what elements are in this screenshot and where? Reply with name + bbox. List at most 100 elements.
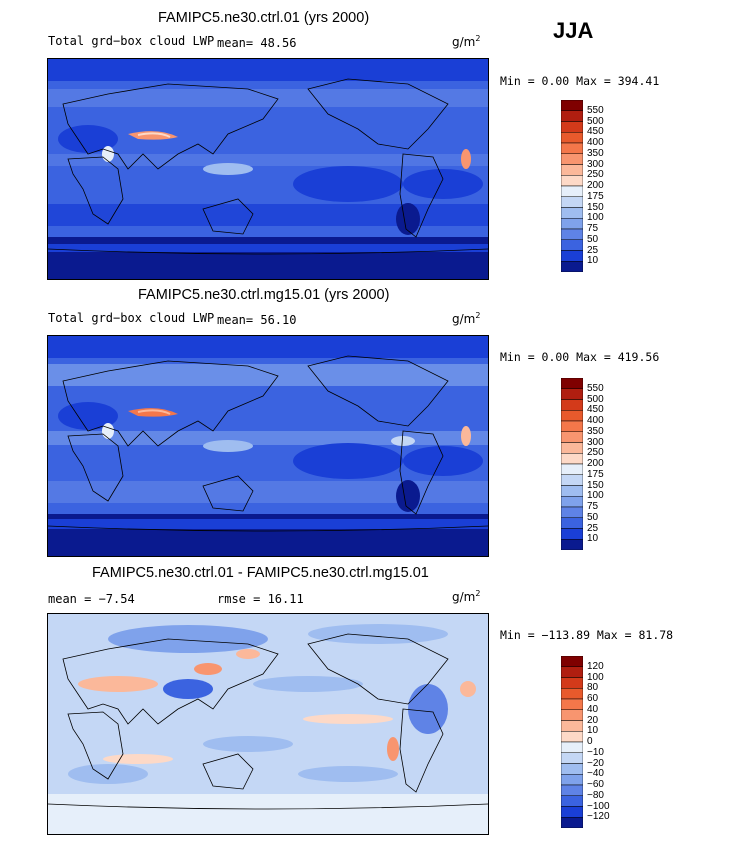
- panel2-colorbar-svg: [561, 378, 583, 550]
- colorbar-tick-label: −20: [587, 757, 604, 769]
- colorbar-tick-label: 25: [587, 244, 599, 256]
- colorbar-swatch: [561, 175, 583, 187]
- colorbar-tick-label: 75: [587, 501, 599, 512]
- colorbar-swatch: [561, 250, 583, 262]
- colorbar-swatch: [561, 666, 583, 678]
- colorbar-tick-label: 150: [587, 479, 604, 491]
- panel3-colorbar: 120 100 80 60 40 20 10 0 −10 −20 −40 −60 −80 −100 −120: [561, 656, 610, 828]
- colorbar-tick-label: 500: [587, 115, 604, 127]
- colorbar-swatch: [561, 795, 583, 807]
- colorbar-swatch: [561, 399, 583, 411]
- colorbar-swatch: [561, 196, 583, 208]
- colorbar-tick-label: 400: [587, 137, 604, 148]
- colorbar-swatch: [561, 741, 583, 753]
- colorbar-swatch: [561, 463, 583, 475]
- panel1-variable-label: Total grd−box cloud LWP: [48, 34, 215, 48]
- colorbar-tick-label: 500: [587, 393, 604, 405]
- panel2-mean: mean= 56.10: [217, 313, 297, 327]
- colorbar-tick-label: 300: [587, 158, 604, 170]
- colorbar-swatch: [561, 731, 583, 743]
- colorbar-swatch: [561, 431, 583, 443]
- colorbar-tick-label: 50: [587, 233, 599, 245]
- colorbar-tick-label: 250: [587, 447, 604, 459]
- colorbar-swatch: [561, 110, 583, 122]
- colorbar-swatch: [561, 228, 583, 240]
- panel2-variable-label: Total grd−box cloud LWP: [48, 311, 215, 325]
- panel1-units: g/m2: [452, 34, 481, 49]
- colorbar-tick-label: 250: [587, 169, 604, 181]
- colorbar-swatch: [561, 774, 583, 786]
- panel2-title: FAMIPC5.ne30.ctrl.mg15.01 (yrs 2000): [138, 287, 390, 303]
- colorbar-tick-label: 200: [587, 180, 604, 191]
- colorbar-swatch: [561, 485, 583, 497]
- colorbar-swatch: [561, 709, 583, 721]
- colorbar-tick-label: 50: [587, 511, 599, 523]
- colorbar-swatch: [561, 185, 583, 197]
- colorbar-tick-label: 450: [587, 126, 604, 138]
- colorbar-swatch: [561, 784, 583, 796]
- panel1-colorbar: 550 500 450 400 350 300 250 200 175 150 100 75 50 25 1…: [561, 100, 604, 272]
- colorbar-swatch: [561, 121, 583, 133]
- colorbar-swatch: [561, 817, 583, 828]
- colorbar-tick-label: 75: [587, 223, 599, 234]
- colorbar-swatch: [561, 496, 583, 508]
- colorbar-tick-label: 0: [587, 736, 593, 747]
- panel3-colorbar-svg: [561, 656, 583, 828]
- colorbar-swatch: [561, 677, 583, 689]
- colorbar-tick-label: 400: [587, 415, 604, 426]
- colorbar-tick-label: 300: [587, 436, 604, 448]
- colorbar-tick-label: 550: [587, 382, 604, 394]
- panel3-units: g/m2: [452, 589, 481, 604]
- colorbar-tick-label: 80: [587, 682, 599, 694]
- colorbar-tick-label: 175: [587, 468, 604, 480]
- season-label: JJA: [553, 18, 594, 43]
- colorbar-tick-label: 60: [587, 693, 599, 704]
- panel1-colorbar-svg: [561, 100, 583, 272]
- colorbar-tick-label: −10: [587, 746, 604, 758]
- colorbar-swatch: [561, 806, 583, 818]
- colorbar-swatch: [561, 688, 583, 700]
- colorbar-tick-label: 10: [587, 255, 599, 267]
- colorbar-tick-label: 10: [587, 533, 599, 545]
- colorbar-swatch: [561, 720, 583, 732]
- colorbar-swatch: [561, 207, 583, 219]
- colorbar-swatch: [561, 100, 583, 111]
- colorbar-tick-label: −60: [587, 779, 604, 790]
- colorbar-swatch: [561, 132, 583, 144]
- colorbar-tick-label: 25: [587, 522, 599, 534]
- colorbar-tick-label: 100: [587, 671, 604, 683]
- colorbar-tick-label: 100: [587, 212, 604, 224]
- panel1-minmax: Min = 0.00 Max = 394.41: [500, 74, 660, 88]
- colorbar-tick-label: −80: [587, 789, 604, 801]
- colorbar-swatch: [561, 656, 583, 667]
- colorbar-swatch: [561, 506, 583, 518]
- panel1-mean: mean= 48.56: [217, 36, 297, 50]
- colorbar-tick-label: 120: [587, 660, 604, 672]
- colorbar-tick-label: 20: [587, 714, 599, 726]
- colorbar-tick-label: 150: [587, 201, 604, 213]
- colorbar-tick-label: 10: [587, 725, 599, 737]
- colorbar-tick-label: 40: [587, 703, 599, 715]
- panel1-title: FAMIPC5.ne30.ctrl.01 (yrs 2000): [158, 10, 370, 26]
- panel2-map-svg: [48, 336, 488, 556]
- panel2-map: [47, 335, 489, 557]
- colorbar-swatch: [561, 763, 583, 775]
- colorbar-swatch: [561, 142, 583, 154]
- panel1-map-svg: [48, 59, 488, 279]
- colorbar-tick-label: 175: [587, 190, 604, 202]
- colorbar-tick-label: −120: [587, 811, 610, 823]
- colorbar-swatch: [561, 420, 583, 432]
- panel3-title: FAMIPC5.ne30.ctrl.01 - FAMIPC5.ne30.ctrl…: [92, 565, 429, 581]
- colorbar-swatch: [561, 442, 583, 454]
- colorbar-tick-label: 200: [587, 458, 604, 469]
- panel3-map-svg: [48, 614, 488, 834]
- panel3-rmse: rmse = 16.11: [217, 592, 304, 606]
- colorbar-swatch: [561, 378, 583, 389]
- colorbar-swatch: [561, 453, 583, 465]
- panel3-mean: mean = −7.54: [48, 592, 135, 606]
- colorbar-tick-label: 350: [587, 425, 604, 437]
- colorbar-tick-label: 350: [587, 147, 604, 159]
- colorbar-tick-label: −40: [587, 768, 604, 780]
- colorbar-tick-label: 450: [587, 404, 604, 416]
- colorbar-swatch: [561, 410, 583, 422]
